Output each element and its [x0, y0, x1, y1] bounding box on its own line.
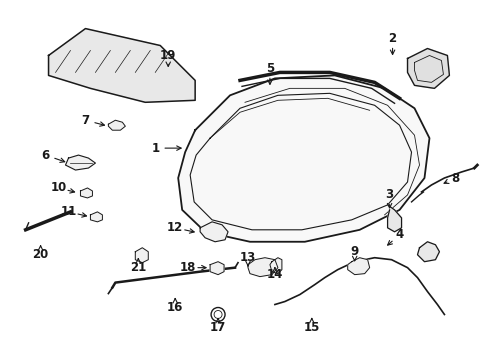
Text: 8: 8 [450, 171, 459, 185]
Text: 11: 11 [60, 205, 77, 219]
Text: 19: 19 [160, 49, 176, 62]
Polygon shape [81, 188, 92, 198]
Text: 10: 10 [50, 181, 66, 194]
Text: 4: 4 [395, 228, 403, 241]
Polygon shape [135, 248, 148, 263]
Polygon shape [108, 120, 125, 130]
Text: 14: 14 [266, 268, 283, 281]
Polygon shape [48, 28, 195, 102]
Text: 12: 12 [167, 221, 183, 234]
Text: 18: 18 [180, 261, 196, 274]
Polygon shape [65, 155, 95, 170]
Polygon shape [90, 212, 102, 222]
Polygon shape [407, 49, 448, 88]
Polygon shape [347, 258, 369, 275]
Polygon shape [417, 242, 439, 262]
Polygon shape [247, 258, 277, 276]
Text: 21: 21 [130, 261, 146, 274]
Text: 2: 2 [388, 32, 396, 45]
Text: 17: 17 [209, 321, 226, 334]
Polygon shape [178, 75, 428, 242]
Text: 20: 20 [32, 248, 49, 261]
Text: 13: 13 [240, 251, 256, 264]
Text: 7: 7 [81, 114, 89, 127]
Text: 9: 9 [350, 245, 358, 258]
Polygon shape [200, 222, 227, 242]
Polygon shape [269, 258, 281, 274]
Text: 5: 5 [265, 62, 273, 75]
Text: 1: 1 [151, 141, 159, 155]
Polygon shape [387, 205, 401, 232]
Text: 15: 15 [303, 321, 319, 334]
Text: 6: 6 [41, 149, 50, 162]
Polygon shape [210, 262, 224, 275]
Text: 16: 16 [167, 301, 183, 314]
Text: 3: 3 [385, 188, 393, 202]
